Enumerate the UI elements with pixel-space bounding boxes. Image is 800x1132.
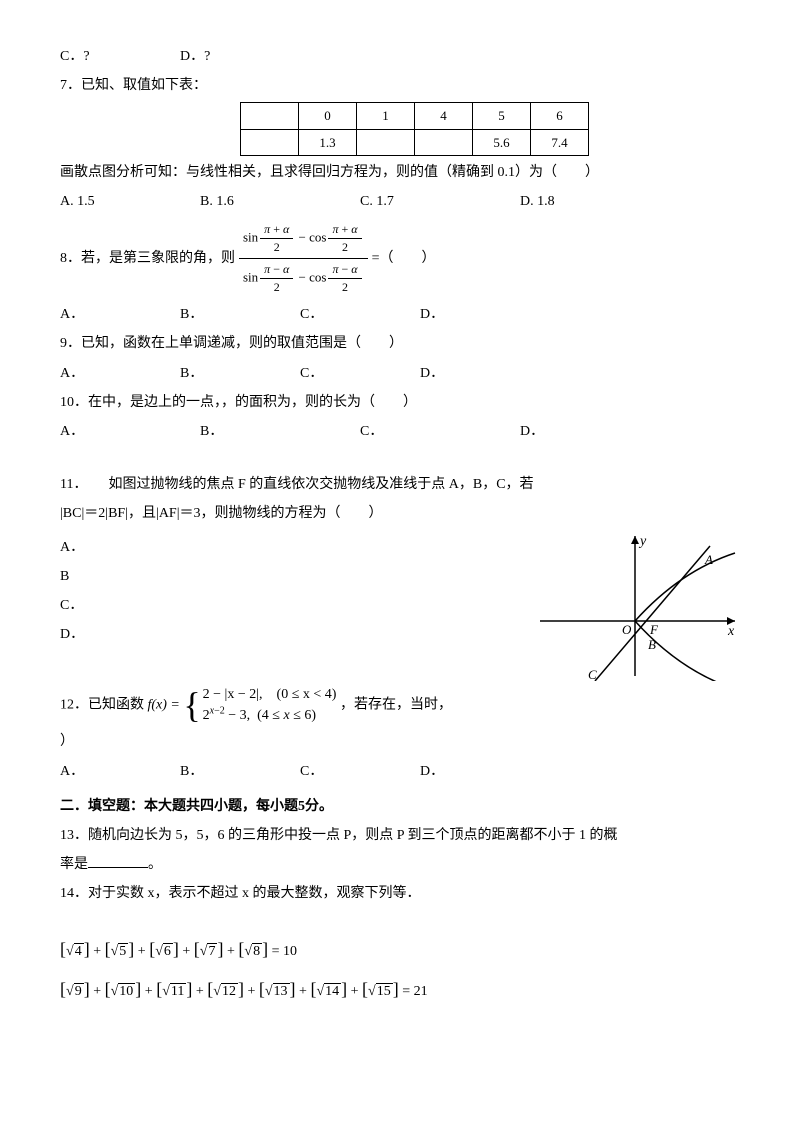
point-c-label: C — [588, 667, 597, 681]
q14-stem: 14．对于实数 x，表示不超过 x 的最大整数，观察下列等． — [60, 881, 740, 906]
cell: 6 — [531, 103, 589, 129]
q8-opt-b: B． — [180, 302, 300, 327]
q11-opt-d: D． — [60, 622, 540, 647]
q13-period: 。 — [148, 857, 162, 872]
table-row: 0 1 4 5 6 — [241, 103, 589, 129]
q6-opt-d: D．? — [180, 44, 340, 69]
origin-label: O — [622, 622, 632, 637]
q12-stem: 12．已知函数 f(x) = { 2 − |x − 2|, (0 ≤ x < 4… — [60, 685, 740, 726]
q12-pre: 12．已知函数 — [60, 697, 148, 712]
q12-opt-c: C． — [300, 759, 420, 784]
q13-blank-line: 率是。 — [60, 852, 740, 877]
q12-case2: 2x−2 − 3, (4 ≤ x ≤ 6) — [203, 708, 316, 723]
q10-options: A． B． C． D． — [60, 419, 740, 444]
q11-stem1: 11． 如图过抛物线的焦点 F 的直线依次交抛物线及准线于点 A，B，C，若 — [60, 472, 740, 497]
q11-figure: y x O F A B C — [540, 531, 740, 681]
point-a-label: A — [704, 552, 713, 567]
cell: 5 — [473, 103, 531, 129]
q12-fx: f(x) = — [148, 697, 184, 712]
q6-options: C．? D．? — [60, 44, 740, 69]
cell: 1 — [357, 103, 415, 129]
q14-eq1-rhs: = 10 — [268, 944, 297, 959]
cell: 7.4 — [531, 129, 589, 155]
q9-opt-a: A． — [60, 361, 180, 386]
q14-eq2-rhs: = 21 — [399, 984, 428, 999]
q11-opts-col: A． B C． D． — [60, 531, 540, 652]
q12-tail: ） — [60, 729, 740, 754]
cell: 4 — [415, 103, 473, 129]
q8-opt-d: D． — [420, 302, 540, 327]
q6-opt-c: C．? — [60, 44, 180, 69]
focus-label: F — [649, 622, 659, 637]
q8-post: =（ ） — [372, 246, 436, 271]
q10-opt-b: B． — [200, 419, 360, 444]
axis-y-label: y — [638, 534, 647, 549]
q8-options: A． B． C． D． — [60, 302, 740, 327]
q12-opt-b: B． — [180, 759, 300, 784]
cell — [415, 129, 473, 155]
q12-piecewise: { 2 − |x − 2|, (0 ≤ x < 4) 2x−2 − 3, (4 … — [183, 685, 336, 726]
q13-line: 13．随机向边长为 5，5，6 的三角形中投一点 P，则点 P 到三个顶点的距离… — [60, 823, 740, 848]
q10-opt-d: D． — [520, 419, 680, 444]
q12-opt-d: D． — [420, 759, 540, 784]
q8-stem: 8．若，是第三象限的角，则 sinπ + α2 − cosπ + α2 sinπ… — [60, 219, 740, 299]
cell: 0 — [299, 103, 357, 129]
q13-blank — [88, 853, 148, 868]
q7-table: 0 1 4 5 6 1.3 5.6 7.4 — [240, 102, 589, 156]
q8-opt-c: C． — [300, 302, 420, 327]
q7-opt-b: B. 1.6 — [200, 189, 360, 214]
q8-fraction: sinπ + α2 − cosπ + α2 sinπ − α2 − cosπ −… — [239, 219, 368, 299]
q9-stem: 9．已知，函数在上单调递减，则的取值范围是（ ） — [60, 331, 740, 356]
q7-options: A. 1.5 B. 1.6 C. 1.7 D. 1.8 — [60, 189, 740, 214]
section2-title: 二．填空题：本大题共四小题，每小题5分。 — [60, 794, 740, 819]
q11-opt-c: C． — [60, 593, 540, 618]
cell — [241, 103, 299, 129]
q7-opt-a: A. 1.5 — [60, 189, 200, 214]
q12-opt-a: A． — [60, 759, 180, 784]
point-b-label: B — [648, 637, 656, 652]
q13-stem: 13．随机向边长为 5，5，6 的三角形中投一点 P，则点 P 到三个顶点的距离… — [60, 828, 618, 843]
q9-opt-c: C． — [300, 361, 420, 386]
q7-stem: 7．已知、取值如下表： — [60, 73, 740, 98]
cell: 5.6 — [473, 129, 531, 155]
q11-opt-a: A． — [60, 535, 540, 560]
cell — [357, 129, 415, 155]
parabola-icon: y x O F A B C — [540, 531, 740, 681]
q10-opt-c: C． — [360, 419, 520, 444]
axis-x-label: x — [727, 624, 735, 639]
q9-opt-b: B． — [180, 361, 300, 386]
q9-options: A． B． C． D． — [60, 361, 740, 386]
q12-options: A． B． C． D． — [60, 759, 740, 784]
q7-opt-d: D. 1.8 — [520, 189, 680, 214]
q11-stem2: |BC|＝2|BF|，且|AF|＝3，则抛物线的方程为（ ） — [60, 501, 740, 526]
q11-opt-b: B — [60, 564, 540, 589]
cell — [241, 129, 299, 155]
q12-post: ，若存在，当时， — [340, 697, 452, 712]
q14-eq2: [√9] + [√10] + [√11] + [√12] + [√13] + [… — [60, 973, 740, 1005]
cell: 1.3 — [299, 129, 357, 155]
table-row: 1.3 5.6 7.4 — [241, 129, 589, 155]
q7-post: 画散点图分析可知：与线性相关，且求得回归方程为，则的值（精确到 0.1）为（ ） — [60, 160, 740, 185]
q8-opt-a: A． — [60, 302, 180, 327]
q12-case1: 2 − |x − 2|, (0 ≤ x < 4) — [203, 687, 337, 702]
q14-eq1: [√4] + [√5] + [√6] + [√7] + [√8] = 10 — [60, 933, 740, 965]
q10-opt-a: A． — [60, 419, 200, 444]
q10-stem: 10．在中，是边上的一点，，的面积为，则的长为（ ） — [60, 390, 740, 415]
q7-opt-c: C. 1.7 — [360, 189, 520, 214]
q8-pre: 8．若，是第三象限的角，则 — [60, 246, 235, 271]
q9-opt-d: D． — [420, 361, 540, 386]
